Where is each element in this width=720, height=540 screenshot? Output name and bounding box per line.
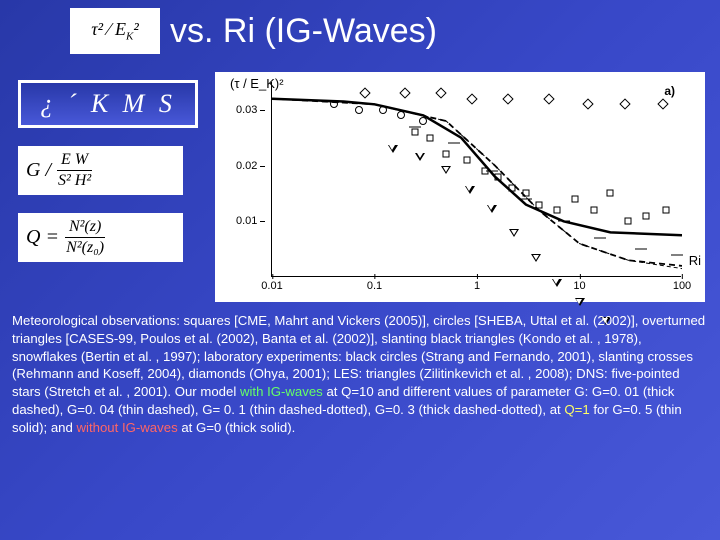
cap-green: with IG-waves — [240, 384, 326, 399]
data-marker — [464, 157, 471, 164]
data-marker — [625, 218, 632, 225]
y-tick: 0.03 — [236, 104, 257, 116]
data-marker — [558, 221, 570, 222]
left-formula-column: ¿ ´ K M S G / E W S² H² Q = N²(z) N²(z₀) — [18, 80, 198, 262]
g-frac: E W S² H² — [57, 152, 92, 189]
data-marker — [671, 254, 683, 255]
data-marker — [635, 249, 647, 250]
data-marker — [465, 186, 475, 194]
title-text: vs. Ri (IG-Waves) — [170, 12, 437, 51]
x-tick: 1 — [474, 280, 480, 292]
data-marker — [486, 171, 498, 172]
cap-t4: at G=0 (thick solid). — [178, 420, 296, 435]
data-marker — [355, 106, 363, 114]
q-lhs: Q = — [26, 226, 59, 249]
y-tick: 0.01 — [236, 215, 257, 227]
x-tick: 100 — [673, 280, 691, 292]
cap-red: without IG-waves — [77, 420, 178, 435]
data-marker — [509, 229, 519, 237]
y-tick: 0.02 — [236, 160, 257, 172]
data-marker — [448, 143, 460, 144]
data-marker — [509, 184, 516, 191]
figure-caption: Meteorological observations: squares [CM… — [12, 312, 708, 437]
data-marker — [397, 111, 405, 119]
data-marker — [520, 199, 532, 200]
chart-panel: (τ / E_K)² Ri a) 0.010.020.030.010.11101… — [215, 72, 705, 302]
data-marker — [663, 207, 670, 214]
data-marker — [388, 145, 398, 153]
data-marker — [575, 298, 585, 306]
data-marker — [409, 126, 421, 127]
data-marker — [379, 106, 387, 114]
q-frac: N²(z) N²(z₀) — [65, 219, 105, 256]
x-tick: 10 — [573, 280, 585, 292]
data-marker — [419, 117, 427, 125]
kms-box: ¿ ´ K M S — [18, 80, 198, 128]
x-axis-label: Ri — [689, 253, 701, 268]
data-marker — [607, 190, 614, 197]
data-marker — [522, 190, 529, 197]
data-marker — [552, 279, 562, 287]
title-formula: τ² ⁄ EK² — [70, 8, 160, 54]
data-marker — [443, 151, 450, 158]
x-tick: 0.1 — [367, 280, 382, 292]
model-curves — [272, 82, 682, 277]
data-marker — [535, 201, 542, 208]
g-lhs: G / — [26, 159, 51, 182]
data-marker — [441, 166, 451, 174]
plot-axes: (τ / E_K)² Ri a) 0.010.020.030.010.11101… — [271, 82, 681, 277]
g-formula: G / E W S² H² — [18, 146, 183, 195]
data-marker — [330, 100, 338, 108]
x-tick: 0.01 — [261, 280, 282, 292]
data-marker — [553, 207, 560, 214]
data-marker — [487, 205, 497, 213]
data-marker — [531, 254, 541, 262]
data-marker — [594, 238, 606, 239]
data-marker — [591, 207, 598, 214]
cap-yellow: Q=1 — [564, 402, 593, 417]
q-formula: Q = N²(z) N²(z₀) — [18, 213, 183, 262]
data-marker — [412, 129, 419, 136]
data-marker — [643, 212, 650, 219]
slide-title-row: τ² ⁄ EK² vs. Ri (IG-Waves) — [70, 8, 437, 54]
data-marker — [415, 153, 425, 161]
data-marker — [571, 196, 578, 203]
data-marker — [427, 134, 434, 141]
data-marker — [494, 173, 501, 180]
